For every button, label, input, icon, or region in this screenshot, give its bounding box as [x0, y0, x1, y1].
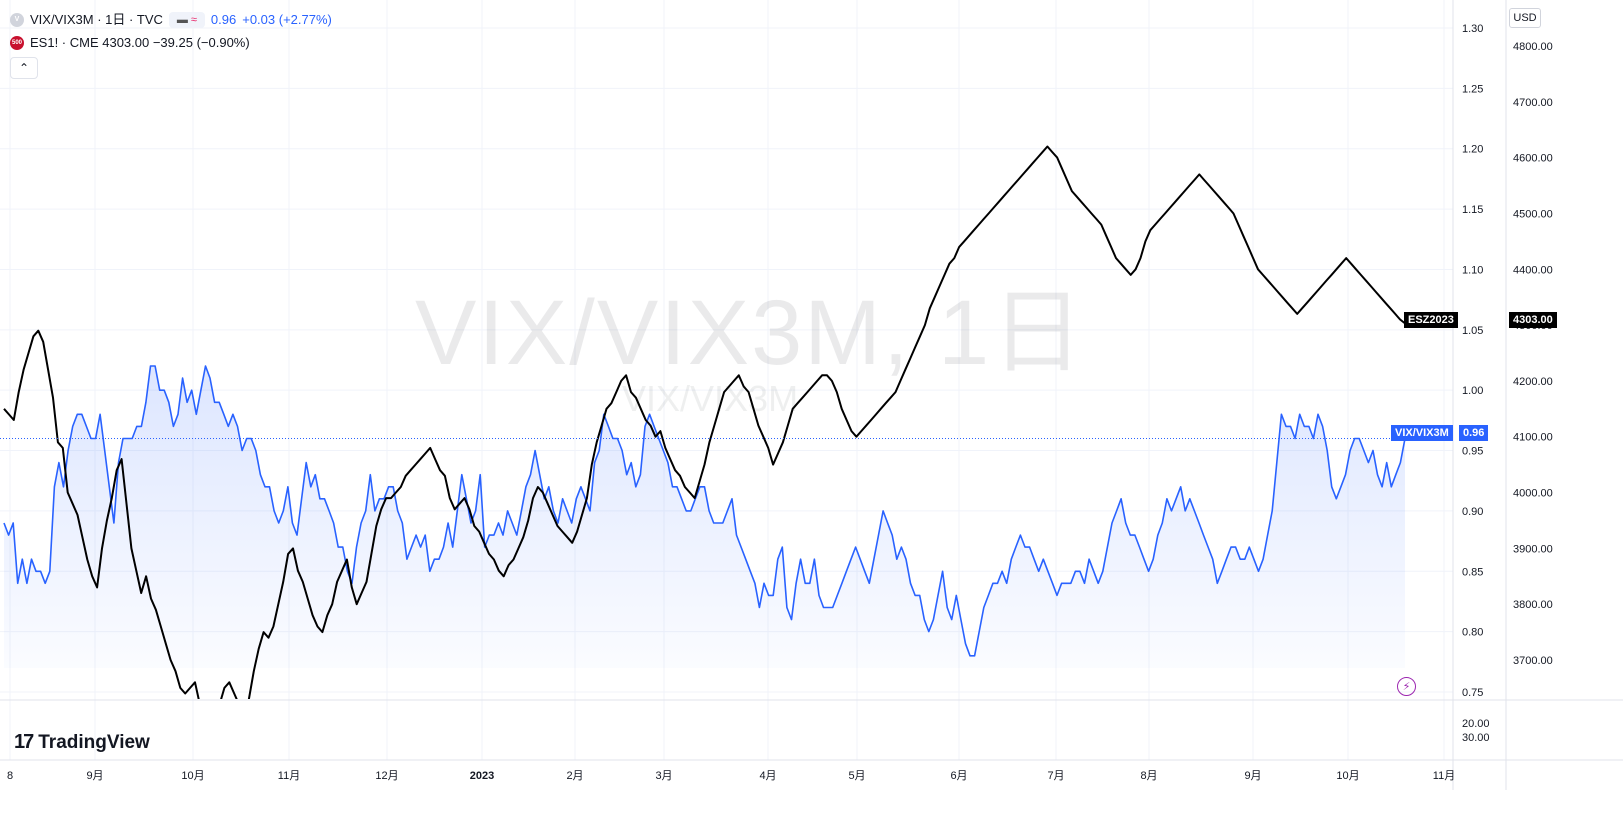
right-axis-tick-label: 3700.00 — [1513, 655, 1553, 667]
tradingview-logo-text: TradingView — [38, 731, 150, 753]
left-axis-tick-label: 0.95 — [1462, 446, 1483, 458]
time-axis-label: 3月 — [655, 770, 672, 782]
time-axis-label: 12月 — [375, 770, 398, 782]
left-axis-tick-label: 1.20 — [1462, 144, 1483, 156]
right-axis-tick-label: 4600.00 — [1513, 153, 1553, 165]
chart-legend: V VIX/VIX3M · 1日 · TVC ▬ ≈ 0.96 +0.03 (+2… — [10, 8, 332, 79]
compare-icon: ≈ — [190, 13, 197, 26]
right-axis-tick-label: 4500.00 — [1513, 208, 1553, 220]
left-axis-tick-label: 0.90 — [1462, 506, 1483, 518]
symbol-logo-icon: V — [10, 12, 24, 27]
left-axis-tick-label: 1.00 — [1462, 385, 1483, 397]
lower-pane-tick-label: 20.00 — [1462, 718, 1490, 730]
compare-button[interactable]: ▬ ≈ — [168, 11, 205, 28]
time-axis-label: 10月 — [181, 770, 204, 782]
left-axis-tick-label: 0.75 — [1462, 687, 1483, 699]
time-axis-label: 10月 — [1336, 770, 1359, 782]
right-axis-tick-label: 4100.00 — [1513, 432, 1553, 444]
time-axis-label: 7月 — [1047, 770, 1064, 782]
right-axis-tick-label: 3800.00 — [1513, 599, 1553, 611]
tradingview-logo-icon: 17 — [14, 731, 34, 753]
time-axis-label: 4月 — [759, 770, 776, 782]
main-symbol-title[interactable]: VIX/VIX3M · 1日 · TVC — [30, 11, 163, 27]
left-axis-tick-label: 1.05 — [1462, 325, 1483, 337]
legend-es-row[interactable]: 500 ES1! · CME 4303.00 −39.25 (−0.90%) — [10, 31, 332, 54]
vix-series-line — [3, 365, 1406, 657]
vix-area-fill — [4, 366, 1405, 668]
tradingview-logo[interactable]: 17 TradingView — [14, 731, 150, 754]
time-axis-label: 2023 — [470, 770, 494, 782]
time-axis-label: 2月 — [566, 770, 583, 782]
time-axis-label: 11月 — [278, 770, 300, 782]
left-axis-tick-label: 1.25 — [1462, 83, 1483, 95]
legend-collapse-button[interactable]: ⌃ — [10, 57, 38, 79]
es-series-name-tag: ESZ2023 — [1404, 312, 1458, 328]
vix-series-name-tag: VIX/VIX3M — [1391, 425, 1453, 441]
right-axis-tick-label: 3900.00 — [1513, 543, 1553, 555]
left-axis-tick-label: 0.80 — [1462, 627, 1483, 639]
lightning-icon[interactable]: ⚡ — [1397, 677, 1416, 696]
time-axis-label: 8 — [7, 770, 13, 782]
main-symbol-value: 0.96 — [210, 11, 237, 27]
right-axis-tick-label: 4800.00 — [1513, 41, 1553, 53]
es-legend-text[interactable]: ES1! · CME 4303.00 −39.25 (−0.90%) — [30, 34, 250, 50]
es-series-line — [3, 145, 1406, 699]
left-axis-tick-label: 1.15 — [1462, 204, 1483, 216]
time-axis-label: 11月 — [1433, 770, 1455, 782]
es-price-tag: 4303.00 — [1509, 312, 1557, 328]
time-axis-label: 9月 — [1244, 770, 1261, 782]
left-axis-tick-label: 1.10 — [1462, 264, 1483, 276]
time-axis-label: 9月 — [86, 770, 103, 782]
time-axis-label: 6月 — [950, 770, 967, 782]
currency-button[interactable]: USD — [1509, 8, 1541, 28]
chevron-up-icon: ⌃ — [18, 61, 30, 75]
right-axis-tick-label: 4200.00 — [1513, 376, 1553, 388]
main-symbol-change: +0.03 (+2.77%) — [242, 11, 332, 27]
time-axis-label: 5月 — [848, 770, 865, 782]
right-axis-tick-label: 4000.00 — [1513, 488, 1553, 500]
right-axis-tick-label: 4700.00 — [1513, 97, 1553, 109]
vix-price-tag: 0.96 — [1459, 425, 1489, 441]
lower-pane-tick-label: 30.00 — [1462, 732, 1490, 744]
eye-icon: ▬ — [176, 13, 188, 26]
right-axis-tick-label: 4400.00 — [1513, 264, 1553, 276]
left-axis-tick-label: 0.85 — [1462, 566, 1483, 578]
time-axis-label: 8月 — [1140, 770, 1157, 782]
legend-main-row[interactable]: V VIX/VIX3M · 1日 · TVC ▬ ≈ 0.96 +0.03 (+2… — [10, 8, 332, 31]
left-axis-tick-label: 1.30 — [1462, 23, 1483, 35]
es-symbol-icon: 500 — [10, 35, 24, 50]
